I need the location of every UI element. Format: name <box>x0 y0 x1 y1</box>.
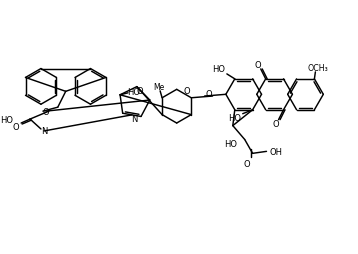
Text: O: O <box>243 159 250 168</box>
Text: N: N <box>131 115 137 124</box>
Text: O: O <box>184 87 190 96</box>
Text: O: O <box>43 107 49 116</box>
Text: O: O <box>205 89 212 98</box>
Text: HO: HO <box>228 114 241 123</box>
Text: HO: HO <box>224 139 237 148</box>
Text: N: N <box>41 127 47 136</box>
Text: HO: HO <box>127 88 140 97</box>
Text: HO: HO <box>0 115 13 124</box>
Text: Me: Me <box>154 83 165 92</box>
Text: O: O <box>272 120 279 129</box>
Text: OCH₃: OCH₃ <box>307 64 328 73</box>
Text: HO: HO <box>212 65 226 74</box>
Text: O: O <box>255 61 261 70</box>
Text: O: O <box>136 87 142 96</box>
Text: O: O <box>13 123 19 132</box>
Text: OH: OH <box>270 147 283 156</box>
